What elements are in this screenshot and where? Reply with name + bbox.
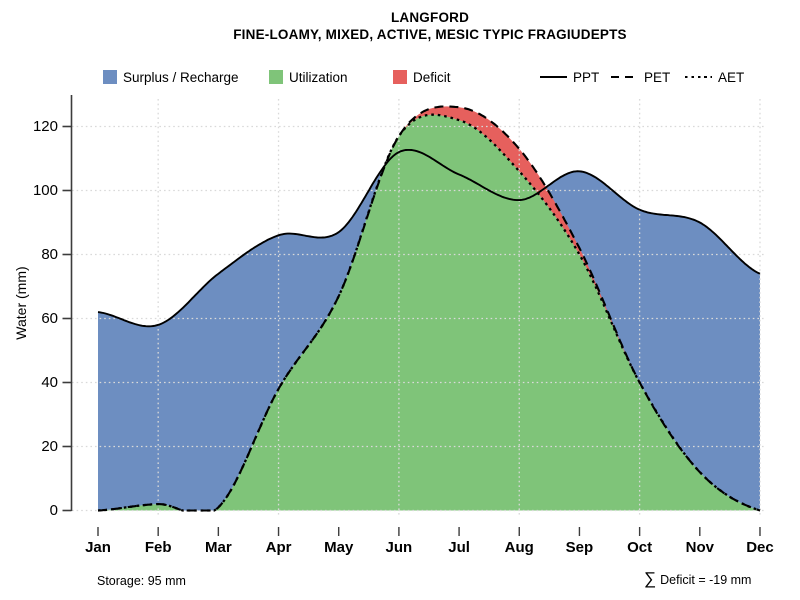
ppt-curve [97, 148, 761, 328]
solid-line-icon [540, 76, 567, 78]
x-tick-label-jun: Jun [385, 539, 413, 556]
legend-item-deficit: Deficit [393, 68, 451, 86]
legend-item-ppt: PPT [540, 68, 599, 86]
dashed-line-icon [611, 75, 638, 79]
page-title: LANGFORD [390, 10, 470, 25]
utilization-swatch-icon [269, 70, 283, 84]
legend-label: Utilization [289, 69, 348, 85]
sigma-icon: ∑ [644, 569, 657, 588]
dotted-line-icon [685, 75, 712, 79]
legend-label: PET [644, 69, 671, 85]
x-tick-label-jul: Jul [448, 539, 470, 556]
x-tick-label-jan: Jan [85, 539, 111, 556]
y-tick-label-60: 60 [41, 309, 58, 327]
page-subtitle: FINE-LOAMY, MIXED, ACTIVE, MESIC TYPIC F… [233, 27, 627, 42]
x-tick-label-apr: Apr [265, 539, 292, 556]
y-tick-label-120: 120 [32, 117, 58, 135]
surplus-recharge-area [98, 166, 760, 511]
x-tick-label-nov: Nov [685, 539, 714, 556]
x-tick-label-aug: Aug [504, 539, 534, 556]
legend-item-aet: AET [685, 68, 744, 86]
x-tick-label-may: May [324, 539, 354, 556]
deficit-swatch-icon [393, 70, 407, 84]
storage-annotation: Storage: 95 mm [97, 574, 186, 588]
legend-item-surplus: Surplus / Recharge [103, 68, 239, 86]
legend-label: AET [718, 69, 745, 85]
x-tick-label-oct: Oct [627, 539, 653, 556]
legend-item-pet: PET [611, 68, 670, 86]
x-tick-label-sep: Sep [565, 539, 594, 556]
surplus-swatch-icon [103, 70, 117, 84]
x-tick-label-mar: Mar [205, 539, 232, 556]
legend-item-utilization: Utilization [269, 68, 348, 86]
x-tick-label-dec: Dec [746, 539, 774, 556]
y-tick-label-0: 0 [49, 501, 58, 519]
legend-label: Deficit [413, 69, 451, 85]
y-tick-label-40: 40 [41, 373, 58, 391]
x-tick-label-feb: Feb [144, 539, 172, 556]
deficit-area [400, 106, 637, 377]
utilization-area [98, 114, 760, 511]
y-tick-label-20: 20 [41, 437, 58, 455]
deficit-annotation: ∑ Deficit = -19 mm [644, 569, 751, 589]
legend-label: PPT [573, 69, 600, 85]
y-tick-label-100: 100 [32, 181, 58, 199]
y-tick-label-80: 80 [41, 245, 58, 263]
aet-curve [97, 113, 761, 512]
deficit-annotation-text: Deficit = -19 mm [660, 573, 752, 587]
legend-label: Surplus / Recharge [123, 69, 239, 85]
